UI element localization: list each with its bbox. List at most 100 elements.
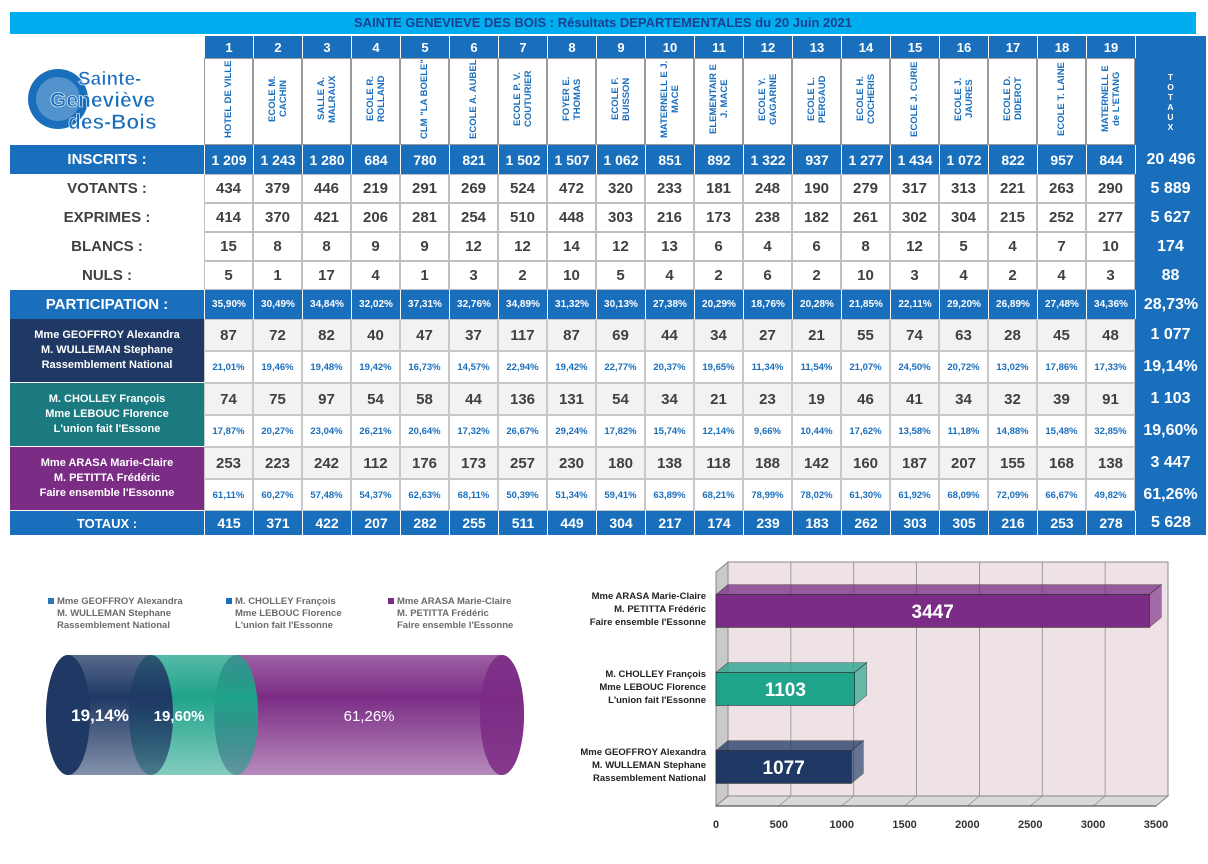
- candidate-vote: 37: [449, 319, 498, 351]
- candidate-vote: 21: [792, 319, 841, 351]
- bureau-number: 8: [547, 36, 596, 58]
- nuls-value: 4: [939, 261, 988, 290]
- blancs-value: 10: [1086, 232, 1135, 261]
- candidate-pct: 57,48%: [302, 479, 351, 511]
- candidate-pct: 17,82%: [596, 415, 645, 447]
- bureau-name: ECOLE R. ROLLAND: [364, 75, 387, 123]
- nuls-value: 17: [302, 261, 351, 290]
- participation-value: 32,02%: [351, 290, 400, 319]
- candidate-vote: 207: [939, 447, 988, 479]
- legend-item: M. CHOLLEY François Mme LEBOUC Florence L'…: [226, 596, 342, 632]
- bureau-number: 18: [1037, 36, 1086, 58]
- logo-line2: Geneviève: [50, 89, 155, 112]
- bureau-number: 13: [792, 36, 841, 58]
- legend-line2: M. PETITTA Frédéric: [397, 608, 489, 619]
- candidate-pct: 26,21%: [351, 415, 400, 447]
- blancs-value: 12: [890, 232, 939, 261]
- bureau-name-cell: ECOLE A. AUBEL: [449, 58, 498, 145]
- participation-value: 34,36%: [1086, 290, 1135, 319]
- bureau-name-cell: ECOLE Y. GAGARINE: [743, 58, 792, 145]
- bureau-name-cell: SALLE A. MALRAUX: [302, 58, 351, 145]
- participation-value: 30,49%: [253, 290, 302, 319]
- bureau-name: ECOLE M. CACHIN: [266, 76, 289, 122]
- candidate-vote: 69: [596, 319, 645, 351]
- candidate-pct: 19,46%: [253, 351, 302, 383]
- inscrits-label: INSCRITS :: [10, 145, 204, 174]
- bureau-name-cell: ECOLE M. CACHIN: [253, 58, 302, 145]
- category-label: M. WULLEMAN Stephane: [592, 760, 706, 771]
- totaux-value: 217: [645, 511, 694, 535]
- blancs-value: 7: [1037, 232, 1086, 261]
- logo-cell: Sainte- Geneviève des-Bois: [10, 58, 204, 145]
- inscrits-value: 821: [449, 145, 498, 174]
- candidate-vote: 117: [498, 319, 547, 351]
- exprimes-value: 261: [841, 203, 890, 232]
- candidate-pct: 10,44%: [792, 415, 841, 447]
- blancs-label: BLANCS :: [10, 232, 204, 261]
- bureau-number: 12: [743, 36, 792, 58]
- gridline: [1155, 562, 1169, 807]
- nuls-value: 4: [351, 261, 400, 290]
- candidate-vote-total: 3 447: [1135, 447, 1206, 479]
- candidate-pct: 9,66%: [743, 415, 792, 447]
- legend-swatch: [388, 598, 394, 605]
- blancs-value: 12: [596, 232, 645, 261]
- participation-label: PARTICIPATION :: [10, 290, 204, 319]
- nuls-value: 3: [1086, 261, 1135, 290]
- candidate-pct: 49,82%: [1086, 479, 1135, 511]
- nuls-value: 10: [547, 261, 596, 290]
- bar-chart: 0 500 1000 1500 2000 2500 3000 3500 1077 Mme GEOF…: [580, 560, 1170, 831]
- bureau-number: 3: [302, 36, 351, 58]
- bureau-name-cell: ECOLE J. CURIE: [890, 58, 939, 145]
- votants-value: 190: [792, 174, 841, 203]
- exprimes-value: 370: [253, 203, 302, 232]
- candidate-label: Mme ARASA Marie-Claire M. PETITTA Frédéri…: [10, 447, 204, 511]
- candidate-pct: 59,41%: [596, 479, 645, 511]
- candidate-pct-total: 19,14%: [1135, 351, 1206, 383]
- participation-value: 34,84%: [302, 290, 351, 319]
- candidate-vote: 44: [645, 319, 694, 351]
- nuls-value: 3: [890, 261, 939, 290]
- candidate-pct: 20,37%: [645, 351, 694, 383]
- page-title: SAINTE GENEVIEVE DES BOIS : Résultats DE…: [10, 12, 1196, 34]
- votants-value: 269: [449, 174, 498, 203]
- exprimes-value: 254: [449, 203, 498, 232]
- bar-value-label: 1077: [763, 758, 805, 779]
- blancs-value: 13: [645, 232, 694, 261]
- candidate-pct: 13,02%: [988, 351, 1037, 383]
- blancs-value: 9: [400, 232, 449, 261]
- cylinder-label: 61,26%: [344, 708, 395, 725]
- candidate-vote: 187: [890, 447, 939, 479]
- category-label: M. PETITTA Frédéric: [614, 604, 706, 615]
- bureau-name-cell: ECOLE H. COCHERIS: [841, 58, 890, 145]
- votants-label: VOTANTS :: [10, 174, 204, 203]
- nuls-value: 5: [204, 261, 253, 290]
- blancs-value: 8: [841, 232, 890, 261]
- nuls-value: 2: [498, 261, 547, 290]
- candidate-pct: 60,27%: [253, 479, 302, 511]
- candidate-pct: 20,27%: [253, 415, 302, 447]
- candidate-pct: 21,07%: [841, 351, 890, 383]
- candidate-pct: 61,30%: [841, 479, 890, 511]
- bar: [715, 583, 1163, 629]
- legend-line1: Mme GEOFFROY Alexandra: [57, 596, 183, 607]
- candidate-pct: 66,67%: [1037, 479, 1086, 511]
- candidate-vote: 32: [988, 383, 1037, 415]
- candidate-pct: 63,89%: [645, 479, 694, 511]
- candidate-pct: 21,01%: [204, 351, 253, 383]
- candidate-pct: 13,58%: [890, 415, 939, 447]
- candidate-vote: 19: [792, 383, 841, 415]
- cylinder-label: 19,14%: [71, 706, 129, 725]
- x-tick-label: 0: [713, 819, 719, 831]
- votants-value: 248: [743, 174, 792, 203]
- candidate-pct: 12,14%: [694, 415, 743, 447]
- gridline: [1092, 562, 1106, 807]
- bureau-name-cell: MATERNELL E de L'ETANG: [1086, 58, 1135, 145]
- inscrits-value: 1 209: [204, 145, 253, 174]
- votants-value: 221: [988, 174, 1037, 203]
- blancs-value: 15: [204, 232, 253, 261]
- x-tick-label: 2000: [955, 819, 979, 831]
- category-label: Mme ARASA Marie-Claire: [592, 591, 706, 602]
